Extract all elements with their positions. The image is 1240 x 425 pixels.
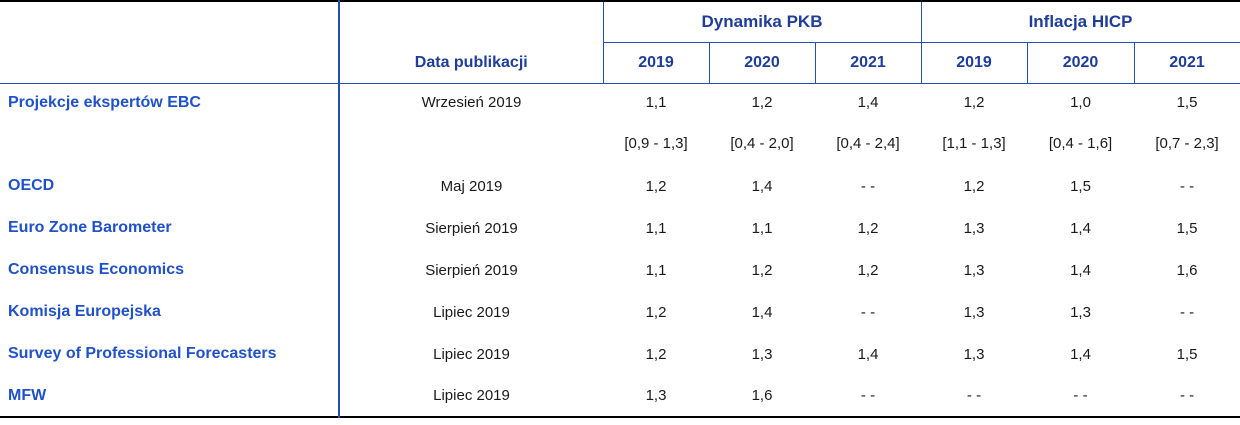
value-cell: 1,3 bbox=[645, 387, 667, 404]
publication-date: Wrzesień 2019 bbox=[421, 93, 522, 111]
publication-date: Lipiec 2019 bbox=[433, 345, 510, 363]
value-cell: 1,2 bbox=[751, 261, 773, 279]
table-row: Projekcje ekspertów EBC Wrzesień 2019 1,… bbox=[0, 83, 1240, 165]
value-cell: 1,5 bbox=[1176, 93, 1198, 111]
publication-date: Sierpień 2019 bbox=[425, 261, 518, 279]
value-cell: 1,2 bbox=[857, 219, 879, 237]
value-cell: 1,1 bbox=[645, 219, 667, 237]
corner-cell bbox=[0, 1, 340, 84]
value-cell: 1,1 bbox=[645, 93, 667, 111]
value-cell: 1,2 bbox=[963, 93, 985, 111]
value-cell: 1,4 bbox=[857, 93, 879, 111]
value-cell: 1,2 bbox=[645, 345, 667, 363]
table-row: MFW Lipiec 2019 1,3 1,6 - - - - - - - - bbox=[0, 375, 1240, 417]
value-cell: 1,4 bbox=[1070, 261, 1091, 279]
value-cell: 1,4 bbox=[751, 303, 773, 321]
range-cell: [0,4 - 2,0] bbox=[730, 134, 794, 152]
year-header-hicp-2020: 2020 bbox=[1026, 42, 1135, 84]
publication-date: Maj 2019 bbox=[440, 177, 503, 195]
range-cell: [0,4 - 2,4] bbox=[836, 134, 900, 152]
value-cell: 1,3 bbox=[751, 345, 773, 363]
source-label: Consensus Economics bbox=[0, 249, 340, 291]
source-label: OECD bbox=[0, 165, 340, 207]
source-label: Survey of Professional Forecasters bbox=[0, 333, 340, 375]
table-row: Euro Zone Barometer Sierpień 2019 1,1 1,… bbox=[0, 207, 1240, 249]
value-cell: - - bbox=[1179, 303, 1195, 321]
value-cell: 1,1 bbox=[751, 219, 773, 237]
range-cell: [1,1 - 1,3] bbox=[942, 134, 1006, 152]
year-header-row: 2019 2020 2021 2019 2020 2021 bbox=[0, 42, 1240, 84]
value-cell: 1,4 bbox=[1070, 345, 1091, 363]
group-header-row: Data publikacji Dynamika PKB Inflacja HI… bbox=[0, 1, 1240, 84]
value-cell: - - bbox=[860, 387, 876, 404]
publication-date: Lipiec 2019 bbox=[433, 387, 510, 404]
value-cell: - - bbox=[966, 387, 982, 404]
value-cell: 1,1 bbox=[645, 261, 667, 279]
value-cell: 1,2 bbox=[963, 177, 985, 195]
table-row: Consensus Economics Sierpień 2019 1,1 1,… bbox=[0, 249, 1240, 291]
source-label: Komisja Europejska bbox=[0, 291, 340, 333]
source-label: Projekcje ekspertów EBC bbox=[0, 83, 340, 165]
value-cell: 1,0 bbox=[1070, 93, 1091, 111]
value-cell: - - bbox=[1179, 177, 1195, 195]
value-cell: 1,5 bbox=[1176, 219, 1198, 237]
source-label: MFW bbox=[0, 375, 340, 417]
value-cell: 1,3 bbox=[963, 345, 985, 363]
year-header-gdp-2021: 2021 bbox=[814, 42, 922, 84]
range-row: [0,9 - 1,3] [0,4 - 2,0] [0,4 - 2,4] [1,1… bbox=[0, 121, 1240, 165]
value-cell: 1,2 bbox=[857, 261, 879, 279]
value-cell: 1,2 bbox=[645, 303, 667, 321]
value-cell: 1,4 bbox=[857, 345, 879, 363]
value-cell: 1,4 bbox=[751, 177, 773, 195]
table-row: Survey of Professional Forecasters Lipie… bbox=[0, 333, 1240, 375]
range-cell: [0,9 - 1,3] bbox=[624, 134, 688, 152]
range-cell: [0,7 - 2,3] bbox=[1155, 134, 1219, 152]
value-cell: 1,2 bbox=[751, 93, 773, 111]
group-header-gdp: Dynamika PKB bbox=[603, 1, 922, 43]
value-cell: 1,2 bbox=[645, 177, 667, 195]
value-cell: - - bbox=[1179, 387, 1195, 404]
value-cell: 1,5 bbox=[1070, 177, 1091, 195]
value-cell: 1,6 bbox=[1176, 261, 1198, 279]
year-header-gdp-2019: 2019 bbox=[602, 42, 710, 84]
value-cell: 1,5 bbox=[1176, 345, 1198, 363]
date-column-header: Data publikacji bbox=[339, 1, 604, 84]
table-row: Komisja Europejska Lipiec 2019 1,2 1,4 -… bbox=[0, 291, 1240, 333]
value-cell: 1,4 bbox=[1070, 219, 1091, 237]
value-cell: 1,3 bbox=[963, 219, 985, 237]
value-cell: 1,6 bbox=[751, 387, 773, 404]
value-cell: 1,3 bbox=[963, 261, 985, 279]
year-header-hicp-2019: 2019 bbox=[920, 42, 1028, 84]
group-header-hicp: Inflacja HICP bbox=[921, 1, 1240, 43]
source-label: Euro Zone Barometer bbox=[0, 207, 340, 249]
year-header-gdp-2020: 2020 bbox=[708, 42, 816, 84]
publication-date: Lipiec 2019 bbox=[433, 303, 510, 321]
value-cell: - - bbox=[1073, 387, 1088, 404]
range-cell: [0,4 - 1,6] bbox=[1048, 134, 1113, 152]
table-row: OECD Maj 2019 1,2 1,4 - - 1,2 1,5 - - bbox=[0, 165, 1240, 207]
value-cell: - - bbox=[860, 303, 876, 321]
value-cell: 1,3 bbox=[963, 303, 985, 321]
value-cell: - - bbox=[860, 177, 876, 195]
year-header-hicp-2021: 2021 bbox=[1133, 42, 1240, 84]
publication-date: Sierpień 2019 bbox=[425, 219, 518, 237]
value-cell: 1,3 bbox=[1070, 303, 1091, 321]
